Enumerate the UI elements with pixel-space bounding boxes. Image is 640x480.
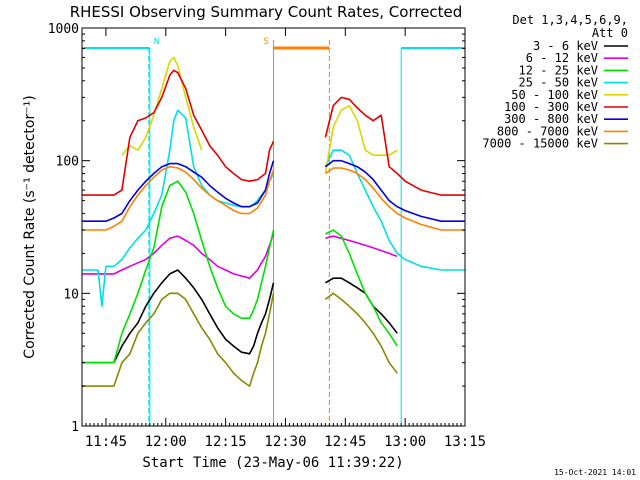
series-line (82, 269, 275, 364)
legend-header-line: Det 1,3,4,5,6,9, (512, 13, 628, 27)
x-tick-label: 12:15 (205, 434, 247, 450)
series-line (82, 180, 275, 364)
series-line (324, 96, 465, 196)
x-tick-label: 12:30 (264, 434, 306, 450)
series-line (325, 235, 398, 258)
x-tick-label: 12:45 (324, 434, 366, 450)
axis-layer: 11:45 12:00 12:15 12:30 12:45 13:00 13:15 1 10 10… (48, 22, 486, 450)
footer-date: 15-Oct-2021 14:01 (554, 468, 636, 477)
x-tick-label: 11:45 (85, 434, 127, 450)
y-tick-label: 10 (63, 287, 79, 302)
series-line (325, 229, 398, 347)
legend-label: 300 - 800 keV (504, 112, 598, 126)
series-line (82, 69, 275, 196)
annotation-label: N (154, 37, 159, 47)
series-line (324, 167, 465, 231)
legend-label: 100 - 300 keV (504, 100, 598, 114)
series-line (82, 109, 275, 308)
x-tick-label: 13:15 (444, 434, 486, 450)
y-tick-label: 1000 (48, 22, 79, 37)
legend-label: 3 - 6 keV (533, 39, 598, 53)
y-tick-label: 1 (71, 420, 79, 435)
x-tick-label: 12:00 (145, 434, 187, 450)
legend-label: 25 - 50 keV (519, 76, 598, 90)
series-line (324, 104, 398, 174)
series-line (82, 165, 275, 231)
series-line (82, 160, 275, 222)
legend-label: 7000 - 15000 keV (482, 137, 598, 151)
chart-title: RHESSI Observing Summary Count Rates, Co… (70, 3, 463, 21)
series-line (121, 56, 203, 156)
legend-label: 800 - 7000 keV (497, 124, 598, 138)
series-line (82, 233, 275, 280)
series-line (324, 159, 465, 222)
x-tick-label: 13:00 (384, 434, 426, 450)
y-tick-label: 100 (56, 155, 79, 170)
legend-label: 6 - 12 keV (526, 51, 598, 65)
series-line (82, 292, 275, 387)
annotation-label: S (264, 37, 269, 47)
series-line (324, 277, 398, 334)
legend-header-line: Att 0 (592, 26, 628, 40)
series-layer (82, 56, 465, 387)
series-line (324, 292, 398, 374)
y-axis-label: Corrected Count Rate (s⁻¹ detector⁻¹) (22, 95, 38, 358)
x-axis-label: Start Time (23-May-06 11:39:22) (142, 455, 403, 471)
legend-label: 12 - 25 keV (519, 63, 598, 77)
legend-label: 50 - 100 keV (511, 88, 598, 102)
series-line (324, 149, 465, 271)
